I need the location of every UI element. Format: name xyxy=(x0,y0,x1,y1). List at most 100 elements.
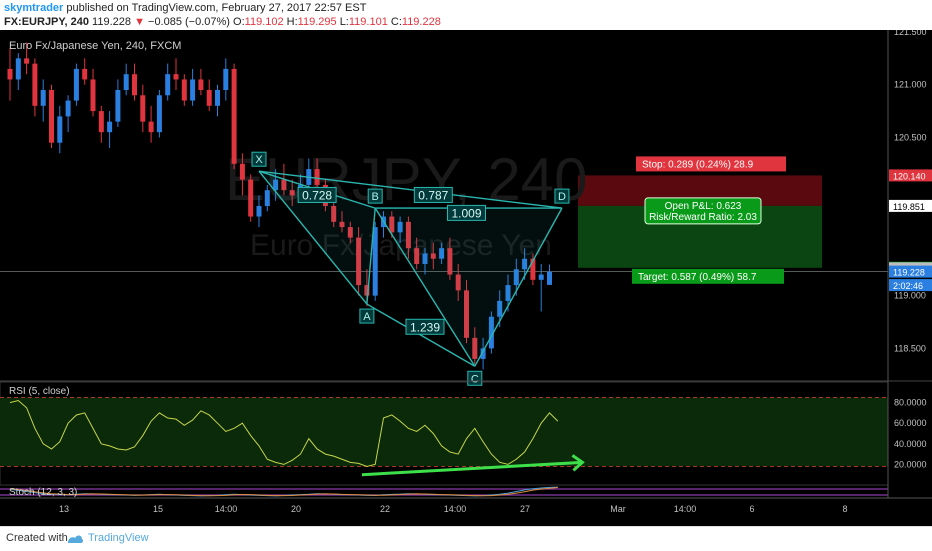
author-link[interactable]: skymtrader xyxy=(4,2,64,14)
y-tick-label: 121.500 xyxy=(894,30,927,37)
candle-body xyxy=(173,74,179,80)
price-axis-label: 119.851 xyxy=(893,202,925,212)
candle-body xyxy=(223,68,229,90)
candle-body xyxy=(281,179,287,191)
open-pnl-label: Open P&L: 0.623 xyxy=(665,201,742,212)
high-value: 119.295 xyxy=(297,16,337,28)
candle-body xyxy=(32,63,38,106)
candle-body xyxy=(530,258,536,280)
watermark-subtext: Euro Fx/Japanese Yen xyxy=(250,229,552,262)
publish-line: skymtrader published on TradingView.com,… xyxy=(4,2,366,14)
x-tick-label: 14:00 xyxy=(215,504,238,514)
candle-body xyxy=(522,258,528,270)
published-text: published on TradingView.com, February 2… xyxy=(66,2,367,14)
y-tick-label: 121.000 xyxy=(894,80,927,90)
candle-body xyxy=(414,248,420,264)
x-tick-label: 22 xyxy=(380,504,390,514)
symbol-label: FX:EURJPY, 240 xyxy=(4,16,89,28)
tradingview-brand[interactable]: TradingView xyxy=(88,532,149,544)
candle-body xyxy=(289,190,295,196)
low-label: L: xyxy=(339,16,349,28)
divergence-arrow-line xyxy=(361,460,583,477)
leg-xa xyxy=(258,170,368,305)
pattern-point-label: A xyxy=(363,311,371,323)
candle-body xyxy=(347,227,353,238)
candle-body xyxy=(115,90,121,122)
rsi-line xyxy=(9,399,559,467)
candle-body xyxy=(356,237,362,286)
high-label: H: xyxy=(286,16,298,28)
y-tick-label: 120.500 xyxy=(894,132,927,142)
candle-body xyxy=(73,68,79,101)
candle-body xyxy=(123,74,129,90)
candle-body xyxy=(339,221,345,228)
bcd-triangle xyxy=(375,208,562,367)
ratio-label: 0.728 xyxy=(302,188,332,202)
pattern-point-box xyxy=(467,370,483,386)
candle-body xyxy=(107,121,113,133)
low-value: 119.101 xyxy=(348,16,388,28)
y-tick-label: 118.500 xyxy=(894,343,926,353)
created-with-text: Created with xyxy=(6,532,68,544)
ratio-box xyxy=(413,186,453,203)
x-tick-label: 8 xyxy=(842,504,847,514)
pattern-point-label: D xyxy=(558,191,566,203)
footer: Created with TradingView xyxy=(0,526,932,551)
candle-body xyxy=(90,79,96,112)
x-tick-label: 15 xyxy=(153,504,163,514)
candle-body xyxy=(547,271,552,285)
risk-reward-label: Risk/Reward Ratio: 2.03 xyxy=(649,212,757,223)
candle-body xyxy=(405,221,411,249)
rsi-tick-label: 20.0000 xyxy=(894,459,927,469)
candle-body xyxy=(331,206,337,222)
candle-body xyxy=(372,227,378,296)
candle-body xyxy=(190,79,196,101)
candle-body xyxy=(472,337,478,359)
divergence-arrow-head xyxy=(571,454,585,472)
candle-body xyxy=(7,68,13,80)
pattern-point-box xyxy=(554,188,570,204)
x-tick-label: 13 xyxy=(59,504,69,514)
candle-body xyxy=(198,79,204,90)
candle-body xyxy=(439,248,445,259)
candle-body xyxy=(40,90,46,106)
stoch-title: Stoch (12, 3, 3) xyxy=(9,487,77,498)
candle-body xyxy=(165,74,171,96)
candle-body xyxy=(181,79,187,101)
pattern-point-box xyxy=(251,151,267,167)
leg-cd xyxy=(474,207,563,367)
close-label: C: xyxy=(390,16,402,28)
candle-body xyxy=(455,274,461,291)
target-label-box xyxy=(632,268,784,284)
rsi-tick-label: 60.0000 xyxy=(894,418,927,428)
pattern-point-label: C xyxy=(471,373,479,385)
price-axis-label-box xyxy=(889,279,932,292)
ratio-box xyxy=(297,186,337,203)
open-value: 119.102 xyxy=(244,16,284,28)
candle-body xyxy=(239,163,245,180)
ratio-line-xd xyxy=(258,170,563,209)
candle-body xyxy=(65,100,71,117)
candle-body xyxy=(538,274,544,280)
stoch-d-line xyxy=(9,487,558,497)
rsi-band-fill xyxy=(0,397,888,467)
price-axis-label-box xyxy=(889,265,932,278)
ratio-line-ac xyxy=(366,303,476,367)
pattern-point-label: X xyxy=(255,154,263,166)
stop-label: Stop: 0.289 (0.24%) 28.9 xyxy=(642,159,754,170)
x-tick-label: 20 xyxy=(291,504,301,514)
candle-body xyxy=(273,179,279,191)
x-tick-label: 14:00 xyxy=(444,504,467,514)
price-axis-label: 2:02:46 xyxy=(893,281,923,291)
ratio-label: 1.239 xyxy=(410,320,440,334)
candle-body xyxy=(447,248,453,275)
leg-ab xyxy=(366,208,376,305)
pnl-box xyxy=(644,197,762,225)
candle-body xyxy=(248,179,254,217)
candle-body xyxy=(264,190,270,206)
candle-body xyxy=(430,253,436,259)
candle-body xyxy=(15,58,21,80)
candle-body xyxy=(24,58,30,64)
candle-body xyxy=(156,95,162,133)
